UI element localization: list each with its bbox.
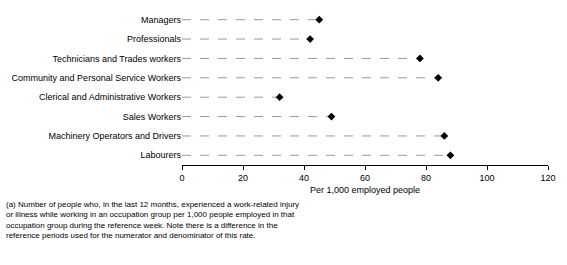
svg-text:0: 0	[179, 173, 184, 183]
svg-text:Technicians and Trades workers: Technicians and Trades workers	[52, 54, 181, 64]
svg-text:Machinery Operators and Driver: Machinery Operators and Drivers	[48, 131, 181, 141]
svg-text:80: 80	[421, 173, 431, 183]
svg-text:Professionals: Professionals	[127, 34, 182, 44]
svg-text:Sales Workers: Sales Workers	[123, 112, 182, 122]
svg-text:Labourers: Labourers	[140, 150, 181, 160]
svg-text:(a) Number of people who, in t: (a) Number of people who, in the last 12…	[6, 200, 299, 240]
svg-text:Per 1,000 employed people: Per 1,000 employed people	[310, 185, 420, 195]
svg-text:Managers: Managers	[141, 15, 182, 25]
svg-text:40: 40	[299, 173, 309, 183]
svg-text:Community and Personal Service: Community and Personal Service Workers	[12, 73, 182, 83]
svg-text:60: 60	[360, 173, 370, 183]
svg-text:Clerical and Administrative Wo: Clerical and Administrative Workers	[39, 92, 181, 102]
svg-text:120: 120	[540, 173, 555, 183]
svg-text:100: 100	[479, 173, 494, 183]
svg-text:20: 20	[238, 173, 248, 183]
